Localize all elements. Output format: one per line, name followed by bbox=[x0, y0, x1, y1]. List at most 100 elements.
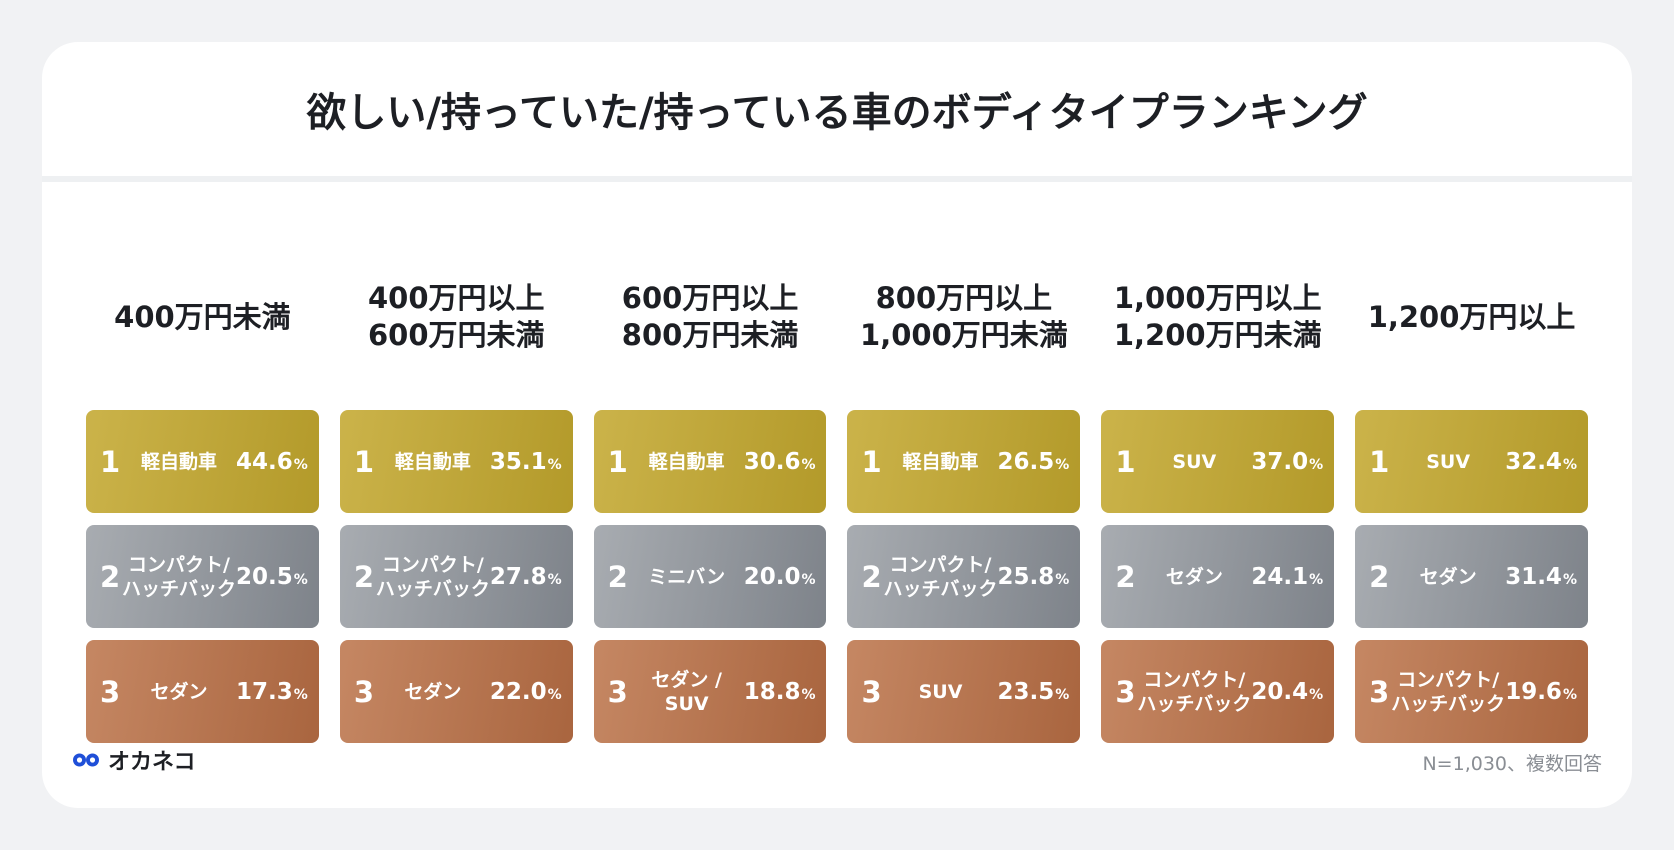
percentage-unit: % bbox=[1562, 456, 1577, 473]
rank-card-3: 3 コンパクト/ハッチバック 19.6% bbox=[1355, 640, 1588, 743]
percentage-value: 20.0% bbox=[744, 564, 816, 590]
rank-card-1: 1 軽自動車 30.6% bbox=[593, 410, 827, 513]
percentage-number: 25.8 bbox=[997, 563, 1055, 590]
ranking-items: 1 軽自動車 30.6% 2 ミニバン 20.0% 3 セダン / SUV 18.8% bbox=[593, 410, 827, 743]
body-type-label: セダン bbox=[1391, 565, 1505, 589]
percentage-number: 20.4 bbox=[1251, 678, 1309, 705]
percentage-unit: % bbox=[1562, 571, 1577, 588]
percentage-number: 23.5 bbox=[997, 678, 1055, 705]
body-type-label-line: セダン bbox=[1165, 565, 1223, 588]
percentage-unit: % bbox=[1309, 571, 1324, 588]
rank-number: 1 bbox=[353, 444, 375, 479]
ranking-items: 1 軽自動車 44.6% 2 コンパクト/ハッチバック 20.5% 3 セダン 17.3% bbox=[86, 410, 319, 743]
rank-card-3: 3 セダン 22.0% bbox=[339, 640, 573, 743]
rank-card-3: 3 セダン 17.3% bbox=[86, 640, 319, 743]
body-type-label: コンパクト/ハッチバック bbox=[376, 553, 490, 601]
body-type-label: コンパクト/ハッチバック bbox=[122, 553, 236, 601]
body-type-label-line: コンパクト/ bbox=[1397, 668, 1500, 691]
percentage-unit: % bbox=[1055, 456, 1070, 473]
column-header: 600万円以上 800万円未満 bbox=[594, 262, 827, 372]
percentage-unit: % bbox=[1562, 686, 1577, 703]
rank-number: 3 bbox=[353, 674, 375, 709]
ranking-columns: 400万円未満 1 軽自動車 44.6% 2 コンパクト/ハッチバック 20.5% 3 セダン 1… bbox=[86, 262, 1588, 743]
column-header-line: 800万円以上 bbox=[875, 281, 1053, 315]
percentage-value: 22.0% bbox=[490, 679, 562, 705]
percentage-value: 17.3% bbox=[236, 679, 308, 705]
rank-card-2: 2 コンパクト/ハッチバック 20.5% bbox=[86, 525, 319, 628]
rank-card-1: 1 SUV 37.0% bbox=[1101, 410, 1335, 513]
ranking-column: 400万円未満 1 軽自動車 44.6% 2 コンパクト/ハッチバック 20.5% 3 セダン 1… bbox=[86, 262, 319, 743]
body-type-label-line: コンパクト/ bbox=[128, 553, 230, 576]
percentage-number: 32.4 bbox=[1505, 448, 1562, 475]
rank-number: 3 bbox=[861, 674, 882, 709]
sample-note: N=1,030、複数回答 bbox=[1422, 753, 1602, 775]
percentage-number: 44.6 bbox=[236, 448, 293, 475]
rank-card-2: 2 コンパクト/ハッチバック 27.8% bbox=[339, 525, 573, 628]
rank-number: 1 bbox=[607, 444, 628, 479]
logo-text: オカネコ bbox=[108, 750, 196, 775]
percentage-unit: % bbox=[547, 456, 562, 473]
body-type-label: SUV bbox=[1137, 450, 1251, 474]
column-header: 400万円未満 bbox=[86, 262, 319, 372]
rank-number: 2 bbox=[100, 559, 121, 594]
body-type-label: SUV bbox=[1391, 450, 1505, 474]
ranking-column: 400万円以上 600万円未満 1 軽自動車 35.1% 2 コンパクト/ハッチバック 27.… bbox=[339, 262, 573, 743]
percentage-number: 37.0 bbox=[1251, 448, 1309, 475]
rank-card-3: 3 セダン / SUV 18.8% bbox=[593, 640, 827, 743]
column-header-line: 1,200万円以上 bbox=[1367, 299, 1576, 334]
body-type-label-line: ハッチバック bbox=[375, 577, 490, 600]
column-header: 1,000万円以上 1,200万円未満 bbox=[1101, 262, 1334, 372]
body-type-label: 軽自動車 bbox=[376, 450, 490, 474]
percentage-unit: % bbox=[801, 686, 816, 703]
body-type-label-line: 軽自動車 bbox=[141, 450, 218, 473]
body-type-label-line: セダン bbox=[150, 680, 208, 703]
okaneko-logo-icon bbox=[73, 753, 99, 767]
column-header: 800万円以上 1,000万円未満 bbox=[847, 262, 1080, 372]
title-area: 欲しい/持っていた/持っている車のボディタイプランキング bbox=[42, 42, 1632, 182]
body-type-label-line: ハッチバック bbox=[122, 577, 237, 600]
rank-number: 3 bbox=[100, 674, 121, 709]
percentage-value: 19.6% bbox=[1505, 679, 1577, 705]
body-type-label: 軽自動車 bbox=[122, 450, 236, 474]
percentage-value: 27.8% bbox=[490, 564, 562, 590]
body-type-label: セダン / SUV bbox=[630, 668, 744, 716]
body-type-label-line: セダン bbox=[1419, 565, 1477, 588]
column-header-line: 400万円未満 bbox=[114, 299, 291, 334]
rank-number: 1 bbox=[861, 444, 882, 479]
rank-card-1: 1 軽自動車 26.5% bbox=[847, 410, 1081, 513]
percentage-value: 20.5% bbox=[236, 564, 308, 590]
percentage-value: 35.1% bbox=[490, 449, 562, 475]
body-type-label-line: SUV bbox=[918, 680, 963, 703]
percentage-number: 19.6 bbox=[1505, 678, 1562, 705]
percentage-value: 30.6% bbox=[744, 449, 816, 475]
rank-number: 3 bbox=[1115, 674, 1136, 709]
body-type-label: SUV bbox=[883, 680, 997, 704]
column-header-line: 600万円未満 bbox=[367, 318, 545, 352]
body-type-label-line: コンパクト/ bbox=[381, 553, 484, 576]
rank-card-3: 3 SUV 23.5% bbox=[847, 640, 1081, 743]
percentage-value: 37.0% bbox=[1251, 449, 1323, 475]
body-type-label: セダン bbox=[1137, 565, 1251, 589]
column-header-line: 800万円未満 bbox=[621, 318, 799, 352]
ranking-items: 1 SUV 32.4% 2 セダン 31.4% 3 コンパクト/ハッチバック 19.6% bbox=[1355, 410, 1588, 743]
body-type-label: ミニバン bbox=[630, 565, 744, 589]
body-type-label-line: セダン bbox=[404, 680, 462, 703]
body-type-label-line: SUV bbox=[1426, 450, 1471, 473]
percentage-unit: % bbox=[293, 571, 308, 588]
body-type-label-line: ハッチバック bbox=[883, 577, 998, 600]
body-type-label-line: SUV bbox=[664, 692, 709, 715]
body-type-label: 軽自動車 bbox=[883, 450, 997, 474]
column-header-line: 1,200万円未満 bbox=[1113, 318, 1322, 352]
rank-number: 3 bbox=[1369, 674, 1390, 709]
percentage-number: 30.6 bbox=[743, 448, 801, 475]
column-header-line: 600万円以上 bbox=[621, 281, 799, 315]
body-type-label: コンパクト/ハッチバック bbox=[1391, 668, 1505, 716]
percentage-number: 27.8 bbox=[489, 563, 547, 590]
rank-card-2: 2 ミニバン 20.0% bbox=[593, 525, 827, 628]
rank-number: 1 bbox=[1115, 444, 1136, 479]
rank-number: 3 bbox=[607, 674, 628, 709]
body-type-label-line: セダン / bbox=[651, 668, 722, 691]
percentage-value: 23.5% bbox=[998, 679, 1070, 705]
percentage-unit: % bbox=[293, 456, 308, 473]
percentage-number: 17.3 bbox=[236, 678, 293, 705]
